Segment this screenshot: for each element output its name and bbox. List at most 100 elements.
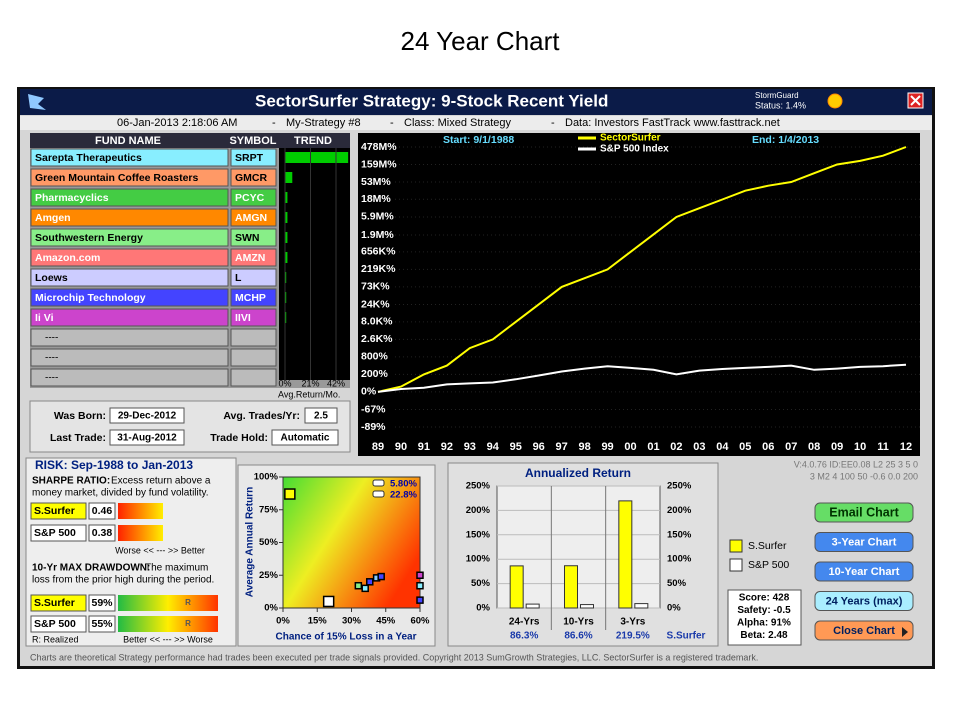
x-tick-label: 91 (418, 441, 430, 453)
empty-cell (230, 348, 277, 367)
y-tick-label: 73K% (361, 281, 390, 293)
x-tick-label: 10-Yrs (563, 617, 594, 628)
fund-symbol: AMZN (235, 252, 265, 264)
fund-name-cell (30, 208, 229, 227)
fund-name-cell (30, 228, 229, 247)
button-label[interactable]: 24 Years (max) (826, 595, 903, 607)
y-tick-label: 0% (264, 603, 278, 614)
button[interactable] (814, 620, 914, 641)
fund-symbol: AMGN (235, 212, 267, 224)
fund-name: Sarepta Therapeutics (35, 152, 142, 164)
x-tick-label: 97 (556, 441, 568, 453)
info-datetime: 06-Jan-2013 2:18:06 AM (117, 117, 237, 129)
born-date-box (109, 407, 185, 424)
sharpe-name: S.Surfer (34, 505, 75, 517)
y-tick-label: 50% (471, 578, 491, 589)
bar (564, 565, 578, 609)
trades-value-box (304, 407, 338, 424)
bar (525, 603, 540, 609)
button-label[interactable]: 3-Year Chart (832, 536, 897, 548)
info-strategy: My-Strategy #8 (286, 117, 361, 129)
y-axis-label: Average Annual Return (245, 487, 256, 597)
button[interactable] (814, 502, 914, 523)
symbol-cell (230, 148, 277, 167)
last-trade-label: Last Trade: (50, 432, 106, 444)
x-tick-label: 05 (739, 441, 751, 453)
info-separator: - (551, 117, 555, 129)
scatter-point (366, 578, 374, 586)
x-tick-label: 60% (410, 616, 430, 627)
bar (580, 604, 594, 609)
legend-value: 22.8% (390, 490, 417, 501)
y-tick-label: 18M% (361, 193, 391, 205)
legend-value: 5.80% (390, 479, 417, 490)
fund-symbol: GMCR (235, 172, 267, 184)
y-tick-label: 8.0K% (361, 316, 393, 328)
x-tick-label: 12 (900, 441, 912, 453)
fund-name-cell (30, 148, 229, 167)
fund-name-cell (30, 168, 229, 187)
scatter-point (354, 581, 363, 590)
symbol-cell (230, 168, 277, 187)
legend-swatch (372, 490, 385, 498)
button-label[interactable]: Email Chart (829, 505, 899, 519)
x-tick-label: 45% (376, 616, 396, 627)
fund-name-cell (30, 288, 229, 307)
sharpe-text: Excess return above a (111, 476, 211, 487)
symbol-cell (230, 308, 277, 327)
value-label: 219.5% (616, 631, 650, 642)
drawdown-name-box (30, 594, 87, 612)
x-tick-label: 98 (578, 441, 590, 453)
trend-tick-label: 42% (327, 378, 345, 388)
main-chart-area (358, 133, 920, 456)
button-label[interactable]: 10-Year Chart (829, 566, 900, 578)
y-tick-label: 250% (466, 481, 491, 492)
empty-row: ---- (45, 373, 58, 384)
y-tick-label: 25% (259, 570, 279, 581)
y-tick-label: 53M% (361, 176, 391, 188)
sharpe-scale: Worse << --- >> Better (115, 545, 205, 555)
legend-swatch (729, 539, 743, 553)
y2-tick-label: 150% (667, 529, 692, 540)
x-tick-label: 24-Yrs (509, 617, 540, 628)
scatter-plot (282, 476, 421, 609)
button[interactable] (814, 561, 914, 582)
sharpe-gauge (118, 525, 163, 541)
button[interactable] (814, 591, 914, 611)
drawdown-name: S&P 500 (34, 618, 76, 630)
x-tick-label: 09 (831, 441, 843, 453)
trend-bar (285, 152, 349, 163)
legend-swatch (372, 479, 385, 487)
x-tick-label: 02 (670, 441, 682, 453)
legend-label: S&P 500 (748, 559, 789, 571)
annual-title: Annualized Return (525, 466, 631, 480)
y-tick-label: 800% (361, 351, 389, 363)
empty-cell (230, 328, 277, 347)
scatter-point (361, 584, 369, 593)
y-tick-label: 159M% (361, 158, 397, 170)
y2-tick-label: 250% (667, 481, 692, 492)
fund-symbol: PCYC (235, 192, 265, 204)
footer: Charts are theoretical Strategy performa… (30, 652, 758, 662)
y-tick-label: 100% (254, 472, 279, 483)
drawdown-value-box (88, 594, 116, 612)
y-tick-label: 50% (259, 537, 279, 548)
info-separator: - (272, 117, 276, 129)
trend-bar (285, 192, 288, 203)
fund-name-cell (30, 248, 229, 267)
sharpe-text: money market, divided by fund volatility… (32, 488, 209, 499)
button[interactable] (814, 532, 914, 552)
x-tick-label: 3-Yrs (620, 617, 645, 628)
info-class: Class: Mixed Strategy (404, 117, 511, 129)
value-label: 86.3% (510, 631, 538, 642)
x-tick-label: 30% (342, 616, 362, 627)
y-tick-label: 5.9M% (361, 211, 394, 223)
drawdown-gauge (118, 616, 218, 632)
bar (618, 500, 633, 609)
button-label[interactable]: Close Chart (833, 625, 895, 637)
x-tick-label: 03 (693, 441, 705, 453)
drawdown-heading: 10-Yr MAX DRAWDOWN: (32, 563, 150, 574)
fund-name: Ii Vi (35, 312, 54, 324)
legend-label: S.Surfer (748, 540, 787, 552)
scatter-point (416, 581, 424, 590)
